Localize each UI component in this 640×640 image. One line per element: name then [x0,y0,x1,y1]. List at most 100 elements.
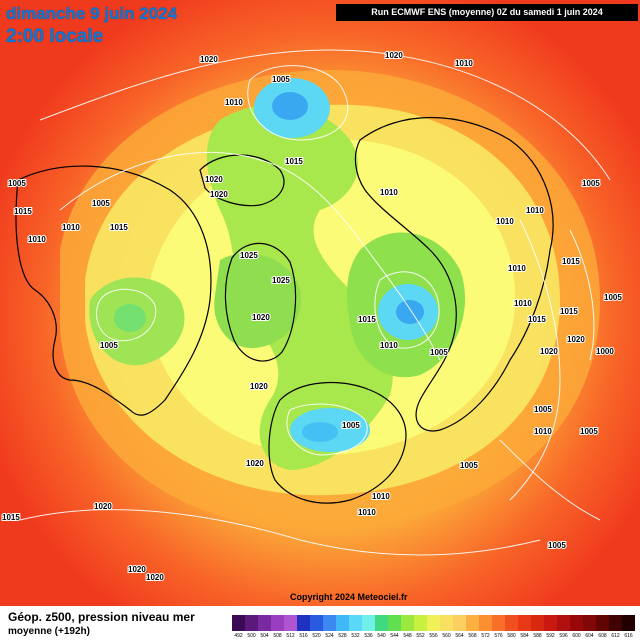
legend-value: 564 [455,633,464,639]
pressure-label: 1015 [528,315,546,324]
pressure-label: 1010 [380,188,398,197]
legend-value: 512 [286,633,295,639]
pressure-label: 1005 [460,461,478,470]
legend-value: 528 [338,633,347,639]
green-zone-greenland [214,253,301,349]
pressure-label: 1020 [200,55,218,64]
legend-value: 524 [325,633,334,639]
pressure-label: 1015 [2,513,20,522]
legend-swatch: 504 [258,615,271,639]
legend-swatch: 616 [622,615,635,639]
pressure-label: 1010 [534,427,552,436]
legend-value: 532 [351,633,360,639]
legend-value: 556 [429,633,438,639]
weather-map: 1020 1005 1010 1015 1020 1010 1020 1020 … [0,0,640,606]
pressure-label: 1020 [94,502,112,511]
color-legend: 492 500 504 508 512 516 520 524 528 532 536 540 544 5… [232,615,635,639]
legend-swatch: 508 [271,615,284,639]
pressure-label: 1020 [567,335,585,344]
legend-value: 596 [559,633,568,639]
legend-swatch: 500 [245,615,258,639]
legend-value: 572 [481,633,490,639]
pressure-label: 1020 [252,313,270,322]
pressure-label: 1010 [372,492,390,501]
legend-swatch: 600 [570,615,583,639]
isobar [569,229,595,361]
pressure-label: 1010 [526,206,544,215]
legend-swatch: 576 [492,615,505,639]
pressure-label: 1015 [14,207,32,216]
legend-value: 612 [611,633,620,639]
legend-value: 544 [390,633,399,639]
pressure-label: 1020 [205,175,223,184]
legend-swatch: 536 [362,615,375,639]
legend-value: 540 [377,633,386,639]
canada-low [114,304,146,332]
pressure-label: 1010 [496,217,514,226]
green-trough-arctic [206,104,393,471]
legend-swatch: 568 [466,615,479,639]
pressure-label: 1010 [380,341,398,350]
legend-swatch: 552 [414,615,427,639]
legend-value: 500 [247,633,256,639]
pressure-label: 1015 [285,157,303,166]
legend-value: 508 [273,633,282,639]
pressure-label: 1005 [604,293,622,302]
pressure-label: 1010 [358,508,376,517]
legend-swatch: 540 [375,615,388,639]
isobar [286,403,368,456]
pressure-labels: 1020 1005 1010 1015 1020 1010 1020 1020 … [1,50,623,583]
pressure-label: 1025 [240,251,258,260]
europe-outline [268,382,407,504]
legend-swatch: 580 [505,615,518,639]
legend-value: 548 [403,633,412,639]
legend-swatch: 528 [336,615,349,639]
legend-swatch: 592 [544,615,557,639]
isobar [509,219,561,501]
legend-swatch: 560 [440,615,453,639]
legend-value: 552 [416,633,425,639]
legend-swatch: 612 [609,615,622,639]
isobar [19,509,541,556]
pressure-label: 1005 [272,75,290,84]
legend-value: 536 [364,633,373,639]
legend-swatch: 544 [388,615,401,639]
map-field-subtitle: moyenne (+192h) [8,626,90,637]
pressure-label: 1005 [582,179,600,188]
pacific-low-core [272,92,308,120]
pressure-label: 1015 [358,315,376,324]
legend-swatch: 608 [596,615,609,639]
alaska-outline [199,154,285,207]
pressure-label: 1005 [8,179,26,188]
legend-value: 560 [442,633,451,639]
isobar [39,49,611,181]
legend-swatch: 588 [531,615,544,639]
pressure-label: 1020 [540,347,558,356]
isobar [499,439,601,521]
legend-swatch: 492 [232,615,245,639]
pressure-label: 1015 [560,307,578,316]
legend-value: 516 [299,633,308,639]
legend-value: 608 [598,633,607,639]
pressure-label: 1020 [250,382,268,391]
pressure-label: 1020 [385,51,403,60]
pressure-label: 1005 [100,341,118,350]
pressure-label: 1025 [272,276,290,285]
isobar [59,151,441,361]
forecast-date: dimanche 9 juin 2024 [6,4,178,23]
legend-value: 604 [585,633,594,639]
model-run-info: Run ECMWF ENS (moyenne) 0Z du samedi 1 j… [336,4,638,21]
pressure-label: 1010 [225,98,243,107]
legend-swatch: 564 [453,615,466,639]
pressure-label: 1010 [28,235,46,244]
legend-swatch: 520 [310,615,323,639]
pressure-label: 1005 [548,541,566,550]
pressure-label: 1020 [146,573,164,582]
pressure-label: 1005 [534,405,552,414]
pressure-label: 1020 [128,565,146,574]
legend-value: 520 [312,633,321,639]
isobar [96,288,157,342]
pressure-label: 1005 [430,348,448,357]
isobar [374,271,440,349]
